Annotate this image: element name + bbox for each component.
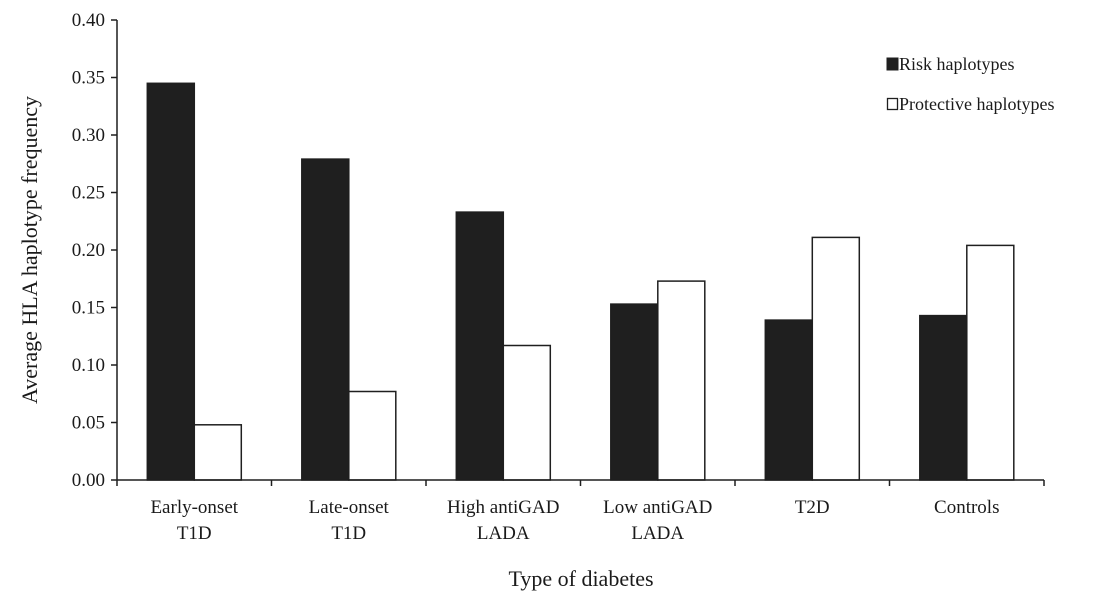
bar-risk-0: [146, 82, 196, 481]
bars-layer: [146, 82, 1015, 481]
legend-swatch-risk: [886, 57, 899, 71]
bar-risk-2: [455, 211, 505, 481]
bar-protective-2: [502, 344, 552, 481]
y-tick-label-2: 0.10: [72, 355, 105, 376]
x-category-label-1-1: T1D: [331, 523, 366, 544]
x-category-label-5-0: Controls: [934, 497, 999, 518]
x-category-label-3-1: LADA: [631, 523, 684, 544]
bar-risk-1: [301, 158, 350, 481]
bar-risk-5: [919, 314, 968, 481]
bar-risk-4: [764, 319, 814, 481]
bar-protective-0: [193, 424, 243, 481]
x-category-label-0-0: Early-onset: [150, 497, 238, 518]
legend-label-risk: Risk haplotypes: [899, 54, 1015, 74]
y-tick-label-4: 0.20: [72, 240, 105, 261]
y-tick-label-8: 0.40: [72, 10, 105, 31]
y-tick-label-6: 0.30: [72, 125, 105, 146]
x-category-label-3-0: Low antiGAD: [603, 497, 712, 518]
bar-protective-3: [657, 280, 706, 481]
legend-item-protective: Protective haplotypes: [886, 94, 1054, 114]
y-tick-label-5: 0.25: [72, 183, 105, 204]
bar-protective-1: [348, 390, 397, 481]
y-tick-label-1: 0.05: [72, 413, 105, 434]
labels-layer: Average HLA haplotype frequency Type of …: [17, 10, 999, 591]
y-axis-title: Average HLA haplotype frequency: [17, 96, 42, 404]
x-axis-title: Type of diabetes: [508, 566, 653, 591]
x-category-label-0-1: T1D: [177, 523, 212, 544]
bar-risk-3: [610, 303, 659, 481]
bar-protective-5: [966, 244, 1015, 481]
x-category-label-1-0: Late-onset: [309, 497, 390, 518]
legend: Risk haplotypes Protective haplotypes: [886, 54, 1054, 114]
y-tick-label-7: 0.35: [72, 68, 105, 89]
y-tick-label-0: 0.00: [72, 470, 105, 491]
x-category-label-2-1: LADA: [477, 523, 530, 544]
legend-swatch-protective: [886, 97, 899, 111]
axes-layer: [111, 19, 1045, 486]
x-category-label-4-0: T2D: [795, 497, 830, 518]
legend-label-protective: Protective haplotypes: [899, 94, 1054, 114]
x-category-label-2-0: High antiGAD: [447, 497, 559, 518]
y-tick-label-3: 0.15: [72, 298, 105, 319]
bar-protective-4: [811, 236, 861, 481]
legend-item-risk: Risk haplotypes: [886, 54, 1015, 74]
